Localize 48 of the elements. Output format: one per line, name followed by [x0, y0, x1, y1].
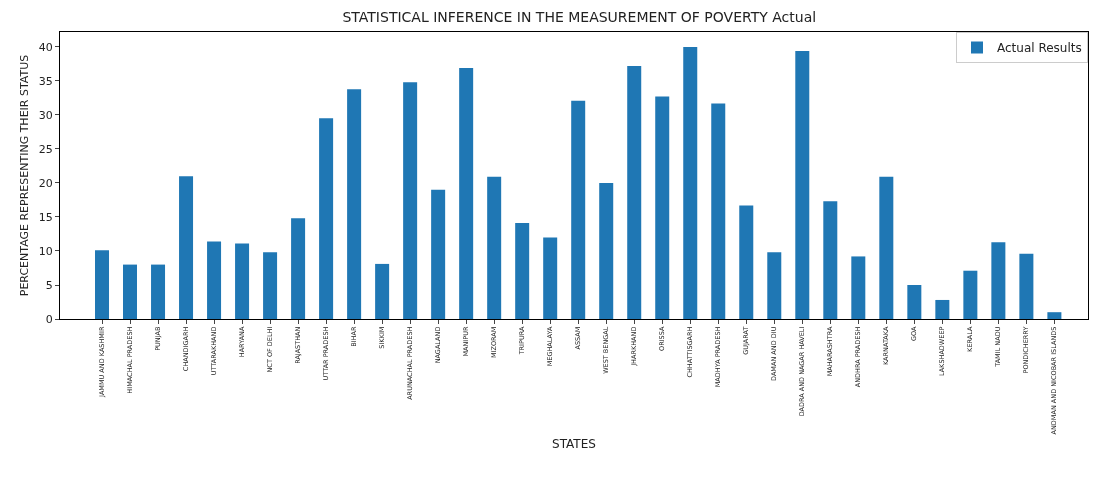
bar: [683, 46, 698, 319]
bar: [1019, 253, 1034, 319]
bar: [963, 270, 978, 319]
bar: [571, 100, 586, 319]
bar: [263, 252, 278, 319]
bar: [151, 264, 166, 319]
bar: [95, 250, 110, 319]
bar: [487, 176, 502, 319]
y-tick-label: 20: [38, 176, 53, 190]
bar: [851, 256, 866, 319]
bar: [291, 218, 306, 319]
y-tick-label: 25: [38, 142, 53, 156]
bar: [907, 285, 922, 319]
bar: [543, 237, 558, 319]
chart-title: STATISTICAL INFERENCE IN THE MEASUREMENT OF POVERTY Actual: [342, 9, 817, 26]
y-tick-label: 10: [38, 244, 53, 258]
bar: [991, 242, 1006, 319]
bar: [123, 264, 138, 319]
y-axis-title: PERCENTAGE REPRESENTING THEIR STATUS: [18, 54, 31, 297]
bar: [179, 176, 194, 319]
y-tick-label: 5: [45, 278, 53, 292]
bar: [459, 68, 474, 319]
bar: [879, 176, 894, 319]
bar: [1047, 312, 1062, 319]
y-tick-label: 0: [45, 312, 53, 326]
bar: [207, 241, 222, 319]
bar: [767, 252, 782, 319]
bar: [935, 299, 950, 319]
bar: [795, 51, 810, 319]
legend-label: Actual Results: [997, 41, 1082, 56]
y-tick-label: 15: [38, 210, 53, 224]
bar: [515, 223, 530, 319]
y-tick-label: 40: [38, 40, 53, 54]
bar: [711, 103, 726, 319]
y-tick-label: 35: [38, 74, 53, 88]
bar: [599, 182, 614, 319]
bar: [375, 263, 390, 319]
bar: [627, 66, 642, 319]
bar: [431, 189, 446, 319]
bar: [347, 89, 362, 319]
bar: [403, 82, 418, 319]
bar: [319, 118, 334, 319]
x-axis-title: STATES: [552, 437, 596, 452]
bar: [739, 205, 754, 319]
bar: [823, 201, 838, 319]
y-tick-label: 30: [38, 108, 53, 122]
bar: [235, 243, 250, 319]
bar: [655, 96, 670, 319]
